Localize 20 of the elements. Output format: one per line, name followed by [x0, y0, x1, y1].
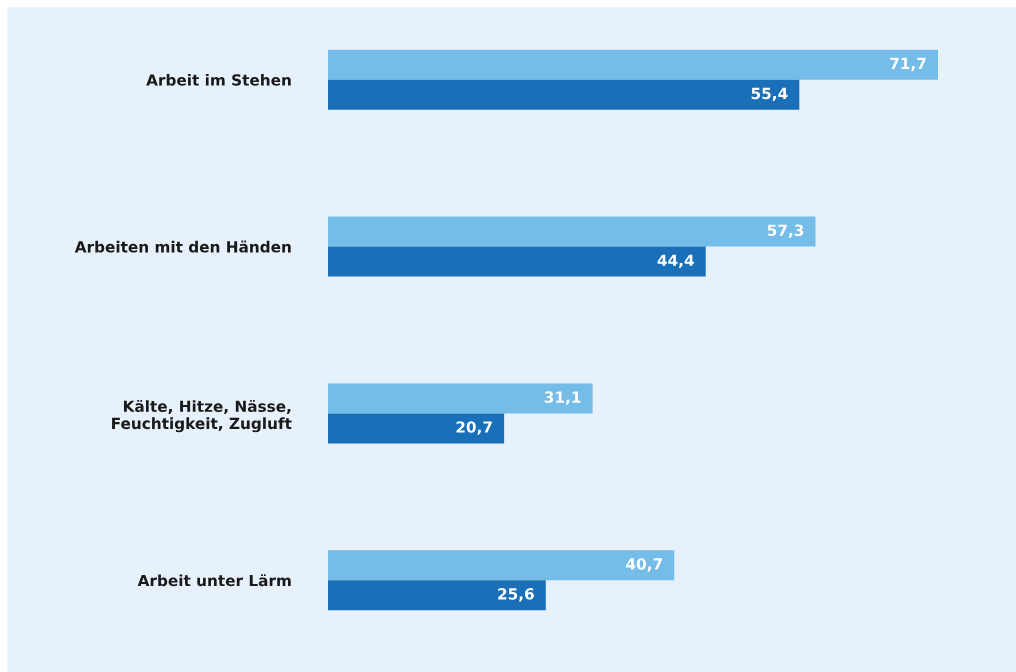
y-tick-label: Arbeiten mit den Händen: [74, 240, 291, 253]
bar: [328, 79, 800, 110]
data-label: 71,7: [890, 57, 926, 72]
bar: [328, 550, 675, 581]
data-label: 55,4: [751, 87, 788, 102]
data-label: 57,3: [767, 224, 804, 238]
data-label: 31,1: [544, 391, 581, 405]
bar: [328, 49, 938, 80]
data-label: 20,7: [456, 421, 492, 435]
bar: [328, 413, 505, 444]
bar: [328, 383, 593, 414]
bar: [328, 580, 546, 611]
data-label: 44,4: [657, 254, 694, 268]
data-label: 25,6: [498, 588, 534, 602]
y-tick-label: Arbeit unter Lärm: [137, 574, 291, 587]
data-label: 40,7: [626, 558, 662, 572]
bar: [328, 216, 816, 247]
y-tick-label: Kälte, Hitze, Nässe, Feuchtigkeit, Zugluft: [112, 399, 292, 433]
y-tick-label: Arbeit im Stehen: [146, 73, 291, 86]
bar: [328, 246, 706, 277]
